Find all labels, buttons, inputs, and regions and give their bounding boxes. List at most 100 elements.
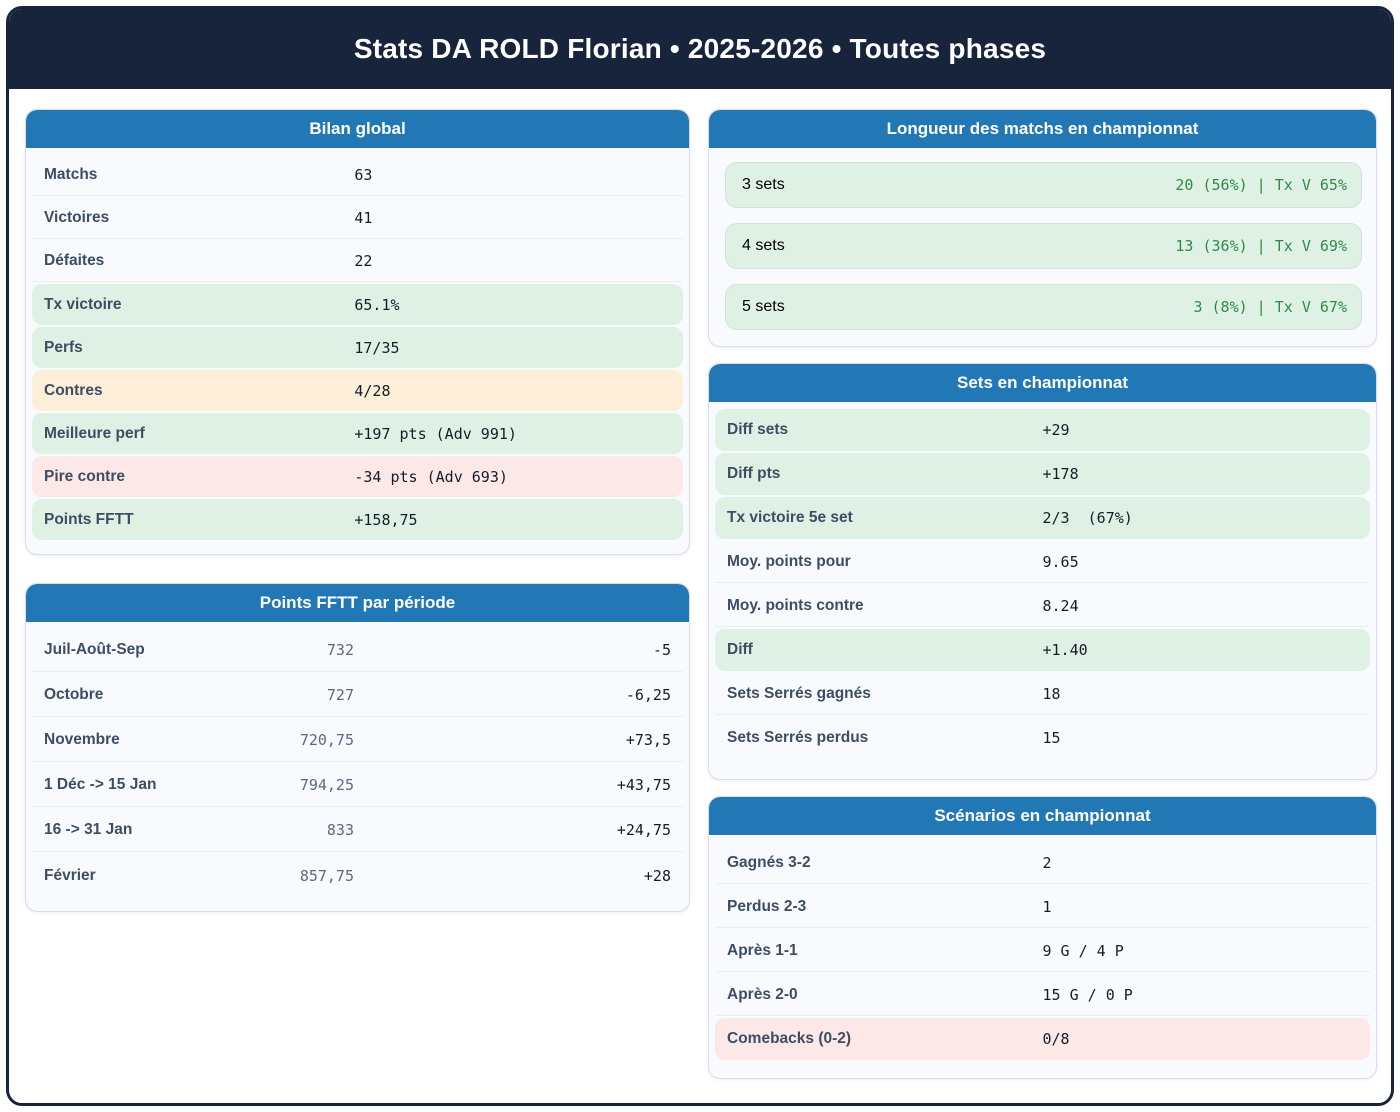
stat-value: 1 xyxy=(1042,897,1052,916)
card-scenarios-championnat: Scénarios en championnat Gagnés 3-2 2 Pe… xyxy=(708,796,1377,1079)
period-row: Octobre 727 -6,25 xyxy=(32,674,683,717)
page-header: Stats DA ROLD Florian • 2025-2026 • Tout… xyxy=(9,9,1391,89)
stat-value: 15 G / 0 P xyxy=(1042,985,1133,1004)
stat-value: 2 xyxy=(1042,853,1052,872)
period-points-value: 727 xyxy=(326,686,354,704)
period-points-value: 732 xyxy=(326,641,354,659)
stat-row: Comebacks (0-2) 0/8 xyxy=(715,1018,1370,1060)
stat-value: +1.40 xyxy=(1042,641,1088,659)
stat-row: Meilleure perf +197 pts (Adv 991) xyxy=(32,413,683,454)
period-delta-value: +73,5 xyxy=(625,731,671,749)
stat-label: Contres xyxy=(44,381,103,399)
stat-value: +29 xyxy=(1042,421,1070,439)
stat-row: Moy. points pour 9.65 xyxy=(715,541,1370,583)
stat-label: Sets Serrés perdus xyxy=(727,729,869,746)
stat-row: Diff sets +29 xyxy=(715,409,1370,451)
stat-value: +197 pts (Adv 991) xyxy=(354,424,517,443)
stat-row: Après 1-1 9 G / 4 P xyxy=(715,930,1370,972)
stat-value: 65.1% xyxy=(354,295,400,314)
card-sets-championnat: Sets en championnat Diff sets +29 Diff p… xyxy=(708,363,1377,780)
period-row: Février 857,75 +28 xyxy=(32,854,683,897)
stat-label: Diff sets xyxy=(727,421,789,438)
match-length-label: 3 sets xyxy=(742,176,785,193)
match-length-value: 13 (36%) | Tx V 69% xyxy=(1175,237,1347,255)
card-points-periode: Points FFTT par période Juil-Août-Sep 73… xyxy=(25,583,690,912)
period-label: Juil-Août-Sep xyxy=(44,641,145,658)
match-length-row: 5 sets 3 (8%) | Tx V 67% xyxy=(725,284,1362,330)
stat-label: Moy. points contre xyxy=(727,596,864,614)
stat-label: Points FFTT xyxy=(44,510,134,528)
card-title: Scénarios en championnat xyxy=(934,806,1151,825)
content: Bilan global Matchs 63 Victoires 41 xyxy=(9,89,1391,1103)
right-column: Longueur des matchs en championnat 3 set… xyxy=(708,109,1377,1079)
stat-row: Tx victoire 5e set 2/3 (67%) xyxy=(715,497,1370,539)
period-delta-value: -6,25 xyxy=(625,686,671,704)
match-length-value: 20 (56%) | Tx V 65% xyxy=(1175,176,1347,194)
card-longueur-matchs-header: Longueur des matchs en championnat xyxy=(709,110,1376,148)
stat-label: Défaites xyxy=(44,252,105,269)
period-row: Novembre 720,75 +73,5 xyxy=(32,719,683,762)
scenarios-rows: Gagnés 3-2 2 Perdus 2-3 1 Après 1-1 9 G … xyxy=(709,835,1376,1078)
stat-label: Pire contre xyxy=(44,467,125,485)
match-length-row: 3 sets 20 (56%) | Tx V 65% xyxy=(725,162,1362,208)
match-length-row: 4 sets 13 (36%) | Tx V 69% xyxy=(725,223,1362,269)
stat-label: Diff xyxy=(727,641,753,658)
period-row: 16 -> 31 Jan 833 +24,75 xyxy=(32,809,683,852)
period-points-value: 794,25 xyxy=(299,776,354,794)
stat-value: 9 G / 4 P xyxy=(1042,941,1124,960)
match-length-label: 4 sets xyxy=(742,237,785,254)
stat-label: Victoires xyxy=(44,209,110,226)
card-longueur-matchs: Longueur des matchs en championnat 3 set… xyxy=(708,109,1377,347)
period-row: Juil-Août-Sep 732 -5 xyxy=(32,629,683,672)
stat-label: Moy. points pour xyxy=(727,552,851,570)
match-length-value: 3 (8%) | Tx V 67% xyxy=(1193,298,1347,316)
stat-value: 15 xyxy=(1042,729,1061,747)
stat-label: Perfs xyxy=(44,338,83,356)
stats-page: Stats DA ROLD Florian • 2025-2026 • Tout… xyxy=(6,6,1394,1106)
stat-row: Victoires 41 xyxy=(32,198,683,239)
stat-row: Perfs 17/35 xyxy=(32,327,683,368)
card-points-periode-header: Points FFTT par période xyxy=(26,584,689,622)
stat-label: Après 1-1 xyxy=(727,941,798,959)
stat-label: Matchs xyxy=(44,166,98,183)
stat-label: Perdus 2-3 xyxy=(727,897,807,915)
stat-label: Après 2-0 xyxy=(727,985,798,1003)
period-points-value: 720,75 xyxy=(299,731,354,749)
period-label: Octobre xyxy=(44,686,104,703)
card-title: Sets en championnat xyxy=(957,373,1128,392)
stat-value: 8.24 xyxy=(1042,596,1079,615)
stat-row: Matchs 63 xyxy=(32,155,683,196)
card-sets-championnat-header: Sets en championnat xyxy=(709,364,1376,402)
stat-value: 17/35 xyxy=(354,338,400,357)
period-label: 1 Déc -> 15 Jan xyxy=(44,776,157,793)
period-label: Novembre xyxy=(44,731,120,748)
stat-value: -34 pts (Adv 693) xyxy=(354,467,508,486)
stat-value: 22 xyxy=(354,252,373,270)
period-delta-value: +28 xyxy=(643,866,671,885)
bilan-rows: Matchs 63 Victoires 41 Défaites 22 xyxy=(26,148,689,554)
points-periode-rows: Juil-Août-Sep 732 -5 Octobre 727 -6,25 N… xyxy=(26,622,689,911)
stat-row: Pire contre -34 pts (Adv 693) xyxy=(32,456,683,497)
card-bilan-global: Bilan global Matchs 63 Victoires 41 xyxy=(25,109,690,555)
stat-row: Diff pts +178 xyxy=(715,453,1370,495)
card-title: Longueur des matchs en championnat xyxy=(886,119,1199,138)
stat-label: Diff pts xyxy=(727,465,781,482)
stat-label: Gagnés 3-2 xyxy=(727,853,811,871)
stat-row: Moy. points contre 8.24 xyxy=(715,585,1370,627)
page-title: Stats DA ROLD Florian • 2025-2026 • Tout… xyxy=(353,33,1047,64)
stat-row: Sets Serrés gagnés 18 xyxy=(715,673,1370,715)
stat-row: Perdus 2-3 1 xyxy=(715,886,1370,928)
card-title: Bilan global xyxy=(309,119,406,138)
stat-row: Défaites 22 xyxy=(32,241,683,282)
longueur-rows: 3 sets 20 (56%) | Tx V 65% 4 sets 13 (36… xyxy=(709,148,1376,346)
period-delta-value: +24,75 xyxy=(616,821,671,839)
stat-row: Points FFTT +158,75 xyxy=(32,499,683,540)
stat-row: Tx victoire 65.1% xyxy=(32,284,683,325)
stat-value: 2/3 (67%) xyxy=(1042,509,1133,527)
stat-row: Sets Serrés perdus 15 xyxy=(715,717,1370,759)
period-delta-value: -5 xyxy=(652,641,671,659)
stat-value: 4/28 xyxy=(354,381,391,400)
stat-value: 9.65 xyxy=(1042,552,1079,571)
stat-label: Tx victoire 5e set xyxy=(727,509,853,526)
stat-label: Meilleure perf xyxy=(44,424,145,442)
